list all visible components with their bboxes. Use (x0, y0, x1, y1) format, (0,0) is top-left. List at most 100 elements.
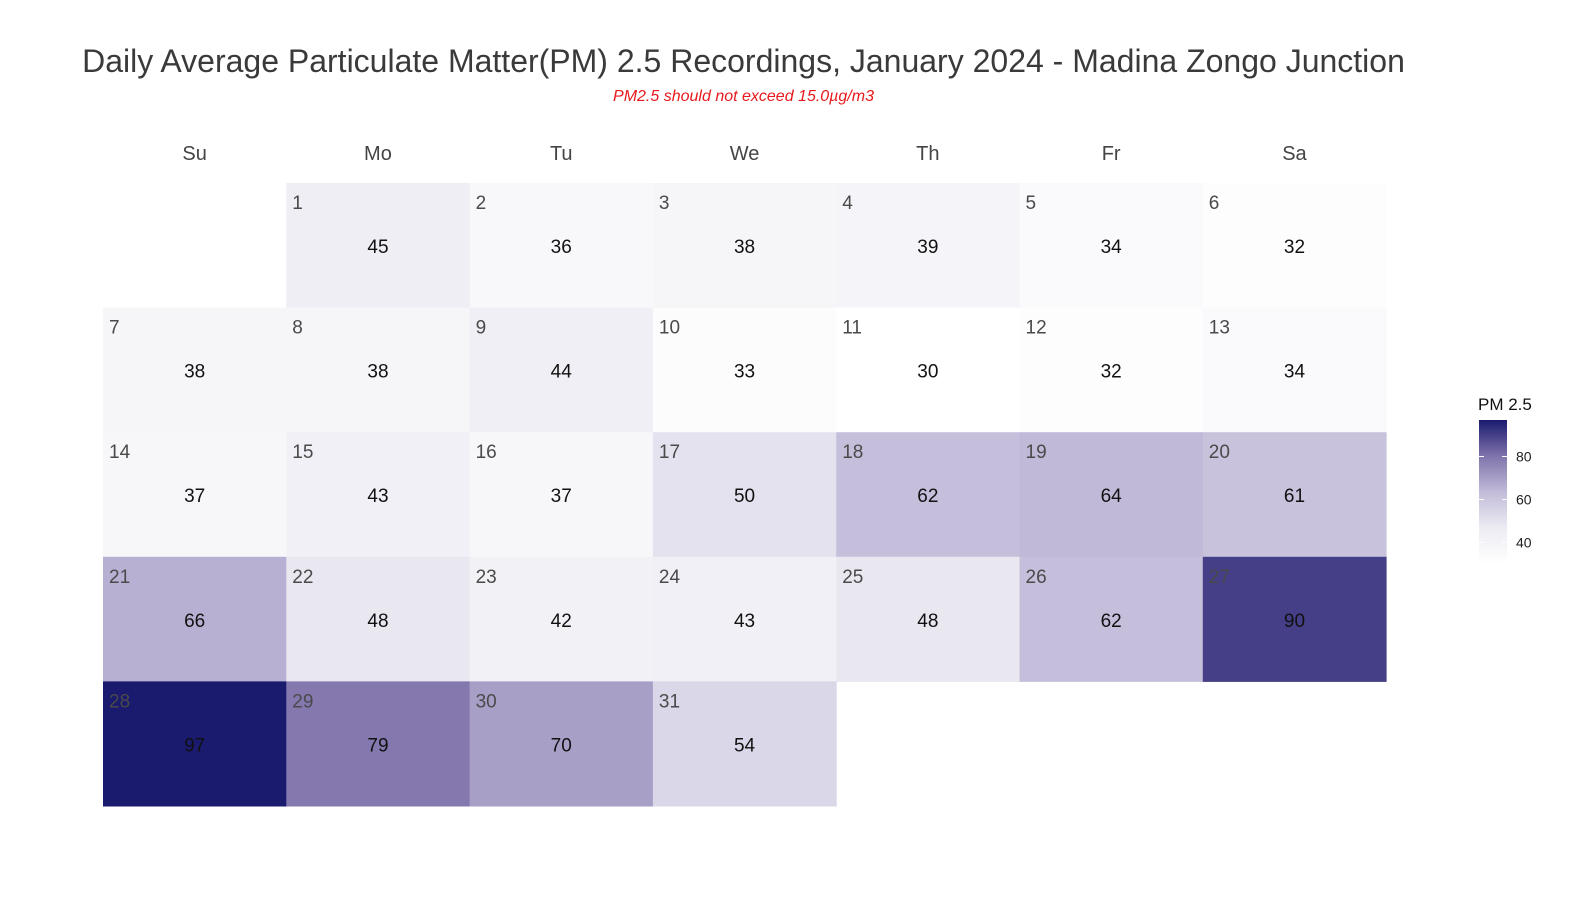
day-cell: 23 42 (469, 556, 654, 682)
day-number: 24 (659, 567, 681, 588)
day-cell-tile (286, 183, 471, 309)
pm25-value-label: 30 (917, 362, 938, 383)
calendar-cells: 1452363384395346327388389441033113012321… (103, 183, 1387, 807)
pm25-value-label: 62 (917, 486, 938, 507)
day-cell-tile (652, 556, 837, 682)
day-number: 23 (476, 567, 497, 588)
day-cell-tile (836, 432, 1020, 558)
legend-colorbar (1479, 420, 1507, 564)
legend-title: PM 2.5 (1478, 395, 1532, 414)
day-number: 5 (1026, 193, 1037, 214)
day-cell: 12 32 (1019, 307, 1204, 433)
pm25-value-label: 33 (734, 362, 755, 383)
day-cell-tile (836, 556, 1020, 682)
day-cell: 31 54 (652, 681, 837, 807)
day-cell: 26 62 (1019, 556, 1204, 682)
pm25-value-label: 43 (367, 486, 388, 507)
day-cell-tile (652, 307, 837, 433)
day-cell: 2 36 (469, 183, 654, 309)
day-cell-tile (836, 183, 1020, 309)
day-number: 16 (476, 442, 497, 463)
day-cell: 24 43 (652, 556, 837, 682)
day-cell-tile (286, 307, 471, 433)
chart-title: Daily Average Particulate Matter(PM) 2.5… (82, 43, 1405, 79)
day-cell-tile (103, 556, 287, 682)
pm25-value-label: 97 (184, 735, 205, 756)
pm25-value-label: 32 (1284, 237, 1305, 258)
day-cell-tile (1202, 556, 1387, 682)
day-number: 21 (109, 567, 130, 588)
pm25-value-label: 70 (551, 735, 572, 756)
day-cell-tile (103, 432, 287, 558)
day-cell-tile (1202, 307, 1387, 433)
weekday-label: Fr (1102, 143, 1121, 165)
day-cell-tile (286, 681, 471, 807)
day-number: 27 (1209, 567, 1230, 588)
day-cell: 1 45 (286, 183, 471, 309)
legend-tick-label: 40 (1516, 535, 1532, 551)
day-cell: 13 34 (1202, 307, 1387, 433)
pm25-value-label: 38 (367, 362, 388, 383)
day-number: 3 (659, 193, 670, 214)
day-cell-tile (469, 681, 654, 807)
day-number: 25 (842, 567, 863, 588)
day-cell-tile (652, 681, 837, 807)
day-cell: 11 30 (836, 307, 1020, 433)
day-cell-tile (469, 307, 654, 433)
day-cell-tile (469, 432, 654, 558)
day-cell: 21 66 (103, 556, 287, 682)
pm25-value-label: 38 (734, 237, 755, 258)
day-cell: 8 38 (286, 307, 471, 433)
day-cell-tile (836, 307, 1020, 433)
day-number: 10 (659, 318, 680, 339)
day-cell-tile (469, 556, 654, 682)
pm25-value-label: 34 (1284, 362, 1306, 383)
legend-tick-label: 80 (1516, 449, 1532, 465)
day-cell-tile (103, 307, 287, 433)
day-cell-tile (1019, 183, 1204, 309)
pm25-value-label: 54 (734, 735, 756, 756)
pm25-value-label: 48 (917, 611, 938, 632)
pm25-value-label: 43 (734, 611, 755, 632)
day-cell: 25 48 (836, 556, 1020, 682)
day-number: 1 (292, 193, 303, 214)
weekday-label: Th (916, 143, 939, 165)
day-cell-tile (652, 183, 837, 309)
day-number: 12 (1026, 318, 1047, 339)
day-cell: 5 34 (1019, 183, 1204, 309)
pm25-value-label: 61 (1284, 486, 1305, 507)
pm25-value-label: 36 (551, 237, 572, 258)
day-cell: 7 38 (103, 307, 287, 433)
day-cell: 14 37 (103, 432, 287, 558)
day-number: 13 (1209, 318, 1230, 339)
legend-tick-label: 60 (1516, 492, 1532, 508)
day-cell-tile (286, 432, 471, 558)
day-number: 6 (1209, 193, 1220, 214)
day-number: 4 (842, 193, 853, 214)
pm25-value-label: 90 (1284, 611, 1305, 632)
pm25-value-label: 32 (1101, 362, 1122, 383)
day-cell: 30 70 (469, 681, 654, 807)
day-number: 28 (109, 691, 130, 712)
day-number: 14 (109, 442, 131, 463)
pm25-value-label: 44 (551, 362, 573, 383)
weekday-header-row: Su Mo Tu We Th Fr Sa (182, 143, 1307, 165)
pm25-value-label: 37 (551, 486, 572, 507)
pm25-value-label: 34 (1101, 237, 1123, 258)
day-number: 9 (476, 318, 487, 339)
pm25-value-label: 48 (367, 611, 388, 632)
day-cell: 27 90 (1202, 556, 1387, 682)
weekday-label: Sa (1282, 143, 1307, 165)
day-number: 29 (292, 691, 313, 712)
pm25-value-label: 42 (551, 611, 572, 632)
weekday-label: We (730, 143, 760, 165)
day-number: 26 (1026, 567, 1047, 588)
day-number: 17 (659, 442, 680, 463)
pm25-value-label: 39 (917, 237, 938, 258)
